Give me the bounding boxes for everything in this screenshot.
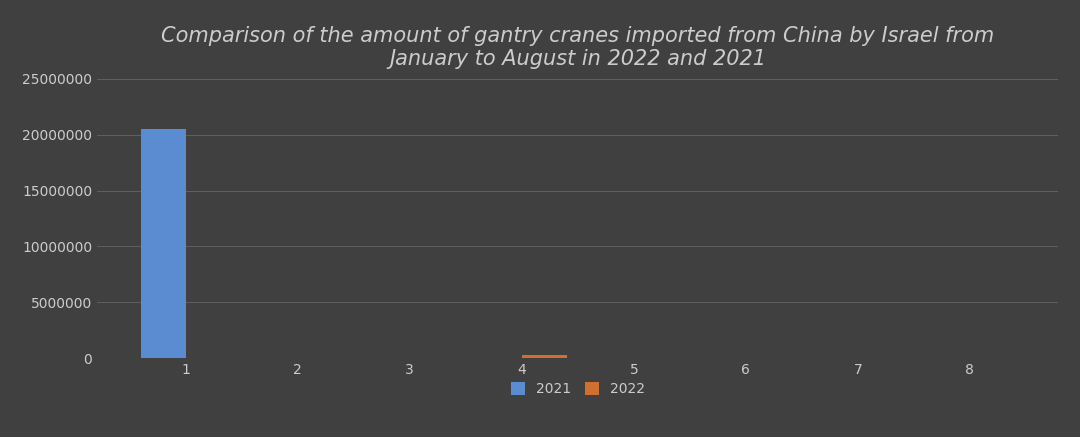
Bar	[522, 355, 567, 358]
Bar	[140, 129, 186, 358]
Title: Comparison of the amount of gantry cranes imported from China by Israel from
Jan: Comparison of the amount of gantry crane…	[161, 26, 995, 69]
Legend: 2021, 2022: 2021, 2022	[505, 377, 650, 402]
